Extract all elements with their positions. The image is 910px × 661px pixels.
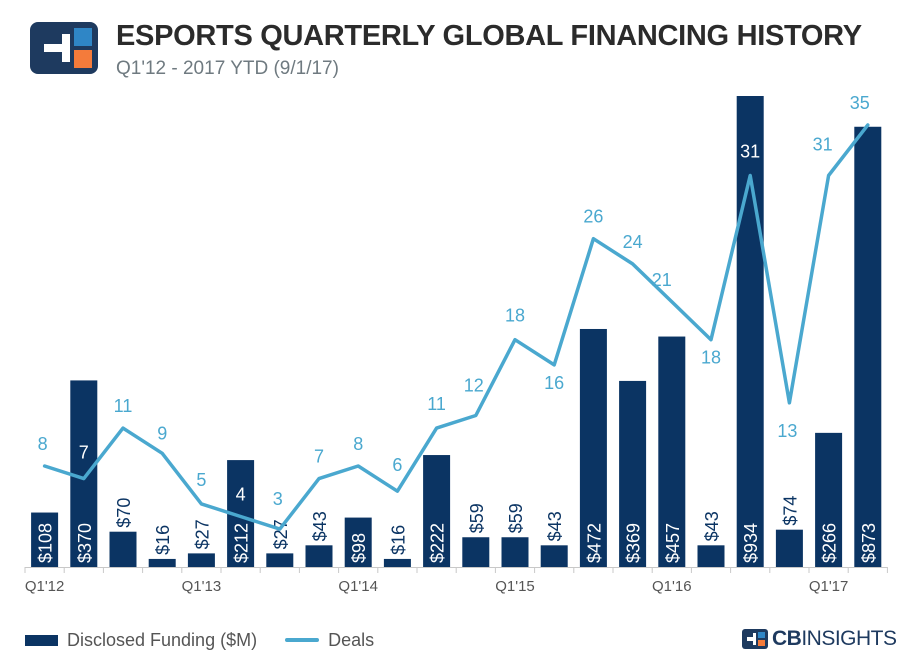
deals-value-label: 8 xyxy=(353,434,363,454)
deals-value-label: 16 xyxy=(544,373,564,393)
deals-value-label: 18 xyxy=(701,348,721,368)
deals-value-label: 21 xyxy=(652,270,672,290)
funding-value-label: $369 xyxy=(624,523,644,563)
deals-value-label: 11 xyxy=(427,394,446,414)
deals-value-label: 7 xyxy=(314,447,324,467)
funding-value-label: $212 xyxy=(232,523,252,563)
funding-value-label: $108 xyxy=(36,523,56,563)
funding-value-label: $59 xyxy=(506,503,526,533)
funding-bar xyxy=(697,545,725,567)
funding-value-label: $222 xyxy=(428,523,448,563)
funding-value-label: $472 xyxy=(584,523,604,563)
x-tick-label: Q1'13 xyxy=(182,578,222,595)
funding-value-label: $43 xyxy=(310,511,330,541)
x-tick-label: Q1'14 xyxy=(338,578,378,595)
deals-value-label: 24 xyxy=(623,232,643,252)
x-tick-label: Q1'15 xyxy=(495,578,535,595)
deals-value-label: 12 xyxy=(464,375,484,395)
brand-wordmark: CBINSIGHTS xyxy=(772,627,897,650)
funding-value-label: $27 xyxy=(271,519,291,549)
deals-value-label: 18 xyxy=(505,306,525,326)
funding-value-label: $16 xyxy=(153,525,173,555)
funding-value-label: $266 xyxy=(820,523,840,563)
funding-value-label: $27 xyxy=(192,519,212,549)
deals-value-label: 13 xyxy=(777,421,797,441)
deals-value-label: 26 xyxy=(583,207,603,227)
deals-value-label: 6 xyxy=(392,455,402,475)
deals-value-label: 3 xyxy=(273,489,283,509)
deals-value-label: 9 xyxy=(157,423,167,443)
deals-value-label: 11 xyxy=(114,396,133,416)
funding-bar xyxy=(423,455,451,567)
funding-value-label: $98 xyxy=(349,533,369,563)
funding-bar xyxy=(736,96,764,567)
funding-value-label: $43 xyxy=(545,511,565,541)
funding-bar xyxy=(815,432,843,567)
funding-bar xyxy=(854,126,882,568)
x-tick-label: Q1'12 xyxy=(25,578,65,595)
funding-bar xyxy=(501,537,529,567)
deals-value-label: 31 xyxy=(740,142,760,162)
cbinsights-mark-icon xyxy=(742,629,768,649)
funding-value-label: $70 xyxy=(114,498,134,528)
funding-bar xyxy=(266,553,294,567)
funding-bar xyxy=(383,558,411,567)
funding-value-label: $43 xyxy=(702,511,722,541)
funding-value-label: $59 xyxy=(467,503,487,533)
funding-value-label: $74 xyxy=(780,496,800,526)
funding-value-label: $457 xyxy=(663,523,683,563)
deals-value-label: 5 xyxy=(196,470,206,490)
cbinsights-logo xyxy=(30,22,98,74)
legend-deals-label: Deals xyxy=(328,629,375,650)
funding-bar xyxy=(462,537,490,567)
funding-bar xyxy=(31,512,59,567)
deals-value-label: 4 xyxy=(236,484,246,504)
funding-value-label: $370 xyxy=(75,523,95,563)
funding-bar xyxy=(305,545,333,567)
funding-bar xyxy=(344,517,372,567)
deals-value-label: 8 xyxy=(38,434,48,454)
funding-bar xyxy=(148,558,176,567)
deals-value-label: 7 xyxy=(79,443,89,463)
financing-chart: $108 $370 $70 $16 $27 $212 $27 $43 $98 $16 $222 $59… xyxy=(24,93,888,595)
chart-title: ESPORTS QUARTERLY GLOBAL FINANCING HISTO… xyxy=(116,20,862,52)
legend-deals-swatch xyxy=(285,638,320,642)
funding-value-label: $873 xyxy=(859,523,879,563)
cbinsights-brand: CBINSIGHTS xyxy=(742,625,897,653)
funding-bar xyxy=(619,380,647,567)
legend: Disclosed Funding ($M) Deals xyxy=(25,628,374,652)
funding-value-label: $16 xyxy=(388,525,408,555)
funding-bar xyxy=(540,545,568,567)
chart-subtitle: Q1'12 - 2017 YTD (9/1/17) xyxy=(116,58,339,79)
funding-value-label: $934 xyxy=(741,523,761,563)
funding-bar xyxy=(109,531,137,567)
x-tick-label: Q1'17 xyxy=(809,578,849,595)
x-tick-label: Q1'16 xyxy=(652,578,692,595)
deals-line xyxy=(42,123,870,531)
deals-value-label: 31 xyxy=(813,135,833,155)
deals-value-label: 35 xyxy=(850,93,870,113)
legend-funding-swatch xyxy=(25,634,58,646)
funding-bar xyxy=(70,380,98,567)
funding-bar xyxy=(187,553,215,567)
funding-bar xyxy=(775,529,803,567)
funding-bar xyxy=(658,336,686,567)
legend-funding-label: Disclosed Funding ($M) xyxy=(67,629,258,650)
funding-bar xyxy=(579,328,607,567)
